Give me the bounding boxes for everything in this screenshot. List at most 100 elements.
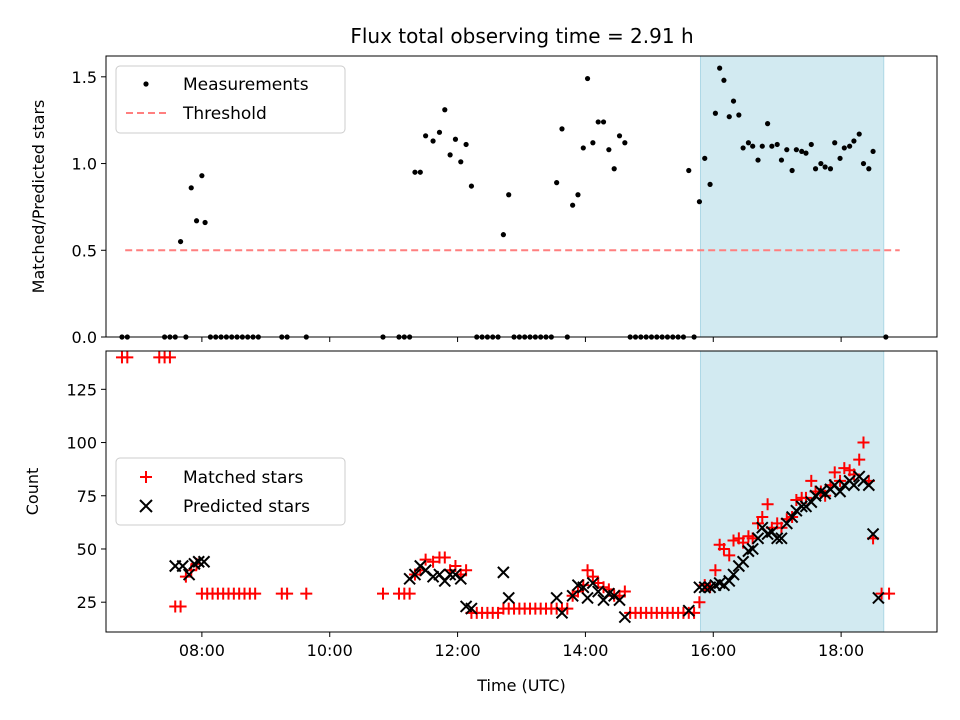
measurement-point (463, 141, 469, 148)
measurement-point (606, 147, 612, 153)
bottom-ytick-label: 100 (66, 434, 97, 453)
measurement-point (452, 136, 459, 142)
predicted-star-point (581, 591, 594, 605)
predicted-star-point (862, 478, 876, 492)
measurement-point (468, 183, 475, 189)
predicted-star-point (723, 574, 736, 588)
matched-star-point (709, 564, 722, 577)
measurement-point (500, 232, 506, 238)
predicted-star-point (454, 572, 467, 585)
matched-star-point (403, 587, 416, 600)
x-axis-ticks-top (201, 337, 842, 342)
top-ytick-label: 0.0 (72, 328, 97, 347)
observing-window-highlight-bottom (699, 350, 885, 633)
predicted-star-point (465, 602, 478, 615)
predicted-star-point (592, 585, 605, 598)
measurement-point (580, 145, 586, 151)
measurement-point (808, 141, 814, 148)
measurement-point (803, 150, 809, 156)
measurement-point (778, 157, 785, 163)
measurement-point (774, 141, 780, 148)
predicted-star-point (746, 542, 759, 556)
y-axis-label-top: Matched/Predicted stars (29, 100, 48, 294)
y-axis-ticks-top: 0.0 0.5 1.0 1.5 (72, 68, 106, 347)
predicted-star-point (566, 589, 579, 603)
observing-window-highlight-top (699, 55, 885, 338)
predicted-star-point (693, 581, 706, 594)
measurement-points (119, 65, 889, 340)
predicted-star-point (751, 532, 765, 545)
measurement-point (436, 129, 443, 135)
top-ytick-label: 1.5 (72, 68, 97, 87)
predicted-star-point (586, 576, 600, 590)
matched-star-point (883, 587, 896, 600)
predicted-star-point (613, 593, 626, 607)
measurement-point (202, 219, 208, 226)
predicted-star-point (192, 555, 205, 568)
matched-star-point (427, 555, 440, 568)
measurement-point (827, 166, 834, 172)
measurement-point (793, 147, 799, 153)
measurement-point (759, 143, 765, 149)
predicted-star-point (698, 581, 711, 594)
bottom-xtick-label: 10:00 (307, 641, 353, 660)
measurement-point (856, 131, 862, 137)
measurement-point (193, 218, 200, 224)
matched-star-point (853, 453, 866, 466)
count-panel: 25 50 75 100 125 08:00 10:00 12:00 14:00 16:00 18… (23, 350, 938, 695)
measurement-point (851, 138, 857, 144)
bottom-xtick-label: 18:00 (818, 641, 864, 660)
measurement-point (177, 238, 184, 245)
legend-box-bottom (115, 457, 346, 526)
measurement-point (750, 143, 756, 149)
x-axis-label: Time (UTC) (476, 676, 565, 695)
measurement-point (570, 202, 576, 208)
measurement-point (726, 114, 732, 120)
measurement-point (447, 152, 453, 158)
matched-star-point (727, 534, 740, 547)
measurement-point (199, 173, 205, 179)
predicted-star-point (497, 566, 510, 579)
measurement-point (745, 140, 752, 146)
measurement-point (584, 75, 591, 82)
bottom-xtick-label: 16:00 (690, 641, 736, 660)
measurement-point (702, 155, 708, 161)
predicted-star-point (618, 610, 632, 624)
legend-label-threshold: Threshold (182, 104, 267, 124)
matched-star-point (693, 596, 706, 609)
measurement-point (559, 126, 565, 132)
measurement-point (611, 166, 617, 172)
measurement-point (600, 119, 607, 125)
matched-star-point (281, 587, 294, 600)
measurement-point (755, 157, 761, 163)
bottom-ytick-label: 50 (77, 540, 97, 559)
matched-star-point (805, 474, 818, 487)
bottom-xtick-label: 08:00 (179, 641, 225, 660)
predicted-star-point (727, 568, 740, 581)
measurement-point (717, 65, 723, 71)
matched-star-point (438, 551, 451, 564)
measurement-point (866, 166, 872, 172)
plot-frame-bottom (105, 350, 938, 633)
matched-star-point (377, 587, 389, 600)
matched-star-point (581, 564, 594, 577)
measurement-point (799, 148, 805, 155)
matched-star-point (838, 462, 851, 475)
measurement-point (784, 147, 790, 153)
predicted-star-point (408, 568, 422, 581)
measurement-point (870, 148, 876, 155)
measurement-point (832, 140, 838, 146)
measurement-point (616, 133, 623, 139)
measurement-point (554, 180, 560, 186)
y-axis-label-bottom: Count (23, 468, 42, 516)
matched-star-point (163, 351, 176, 364)
predicted-star-point (550, 591, 563, 605)
predicted-star-point (443, 568, 457, 581)
measurement-point (595, 119, 601, 125)
measurement-point (789, 167, 795, 174)
measurement-point (769, 143, 775, 149)
legend-marker-measurements (143, 81, 149, 87)
measurement-point (818, 160, 824, 167)
plot-frame-top (105, 55, 938, 338)
ratio-panel: 0.0 0.5 1.0 1.5 Matched/Predicted stars Mea… (29, 55, 938, 347)
